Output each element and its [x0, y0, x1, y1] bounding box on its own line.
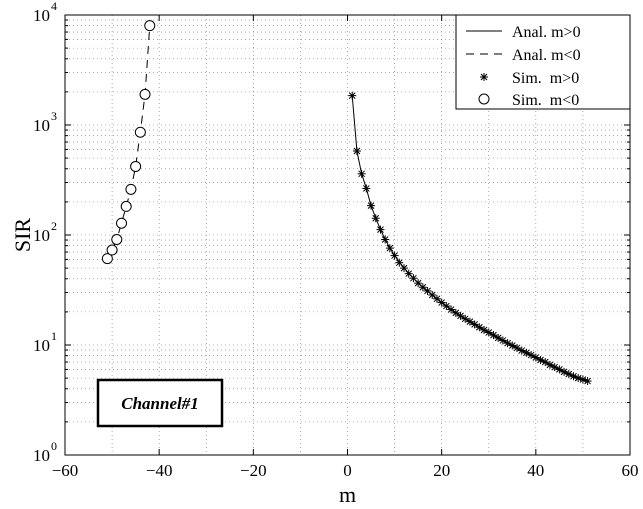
y-tick-exponent: 4 — [51, 0, 57, 13]
star-point — [451, 308, 460, 317]
x-tick-label: −40 — [146, 461, 173, 480]
circle-point — [120, 200, 132, 212]
star-point — [390, 251, 399, 260]
circle-point — [106, 244, 118, 256]
annotation-label: Channel#1 — [121, 394, 198, 413]
series-layer — [101, 20, 592, 386]
star-point — [461, 314, 470, 323]
circle-point — [125, 183, 137, 195]
y-tick-label: 10 1 — [33, 329, 57, 355]
star-point — [475, 323, 484, 332]
star-point — [352, 147, 361, 156]
legend-label: Sim. m>0 — [512, 70, 579, 87]
circle-point — [130, 160, 142, 172]
star-point — [437, 298, 446, 307]
circle-point — [134, 126, 146, 138]
star-point — [442, 302, 451, 311]
star-point — [348, 91, 357, 100]
x-tick-label: 40 — [527, 461, 544, 480]
y-axis-title: SIR — [10, 218, 35, 253]
y-tick-label: 10 2 — [33, 219, 57, 245]
channel-annotation: Channel#1 — [96, 378, 224, 428]
legend-star-marker-symbol — [480, 73, 488, 81]
star-point — [381, 235, 390, 244]
y-tick-base: 10 — [33, 446, 50, 465]
star-point — [367, 201, 376, 210]
y-axis-tick-labels: 10 0 10 1 10 2 10 3 10 4 — [33, 0, 57, 465]
star-point — [447, 305, 456, 314]
grid — [65, 15, 630, 455]
series-4 — [101, 20, 156, 265]
star-point — [480, 325, 489, 334]
star-point — [456, 311, 465, 320]
series-line — [106, 25, 151, 259]
legend-label: Anal. m<0 — [512, 47, 581, 64]
star-point — [395, 258, 404, 267]
star-point — [489, 331, 498, 340]
series-2 — [106, 25, 151, 259]
legend-label: Sim. m<0 — [512, 92, 579, 109]
star-point — [400, 264, 408, 273]
star-point — [531, 353, 540, 362]
star-point — [418, 283, 427, 292]
y-tick-base: 10 — [33, 116, 50, 135]
y-tick-exponent: 1 — [51, 329, 57, 343]
legend-entry: Sim. m<0 — [478, 92, 579, 109]
legend: Anal. m>0 Anal. m<0 Sim. m>0 Sim. m<0 — [455, 14, 631, 110]
star-point — [583, 377, 592, 386]
circle-point — [116, 217, 127, 229]
star-point — [432, 294, 441, 303]
x-tick-label: 60 — [622, 461, 639, 480]
y-tick-base: 10 — [33, 6, 50, 25]
y-tick-base: 10 — [33, 226, 50, 245]
y-tick-label: 10 3 — [33, 109, 57, 135]
legend-entry: Anal. m<0 — [466, 47, 581, 64]
x-tick-label: 20 — [433, 461, 450, 480]
annotation-box — [96, 378, 224, 428]
legend-label: Anal. m>0 — [512, 24, 581, 41]
legend-entry: Sim. m>0 — [480, 70, 579, 87]
x-axis-title: m — [339, 482, 356, 507]
y-tick-base: 10 — [33, 336, 50, 355]
series-3 — [348, 91, 592, 386]
x-tick-label: 0 — [343, 461, 352, 480]
star-point — [376, 225, 385, 234]
circle-point — [111, 234, 123, 246]
legend-circle-marker-symbol — [478, 93, 490, 105]
y-tick-label: 10 0 — [33, 439, 57, 465]
x-axis-tick-labels: −60 −40 −20 0 20 40 60 — [52, 461, 639, 480]
y-tick-exponent: 3 — [51, 109, 57, 123]
star-point — [541, 358, 550, 367]
star-point — [470, 320, 479, 329]
circle-point — [139, 88, 151, 100]
circle-point — [101, 253, 113, 265]
star-point — [357, 169, 366, 178]
x-tick-label: −60 — [52, 461, 79, 480]
star-point — [362, 184, 371, 193]
star-point — [371, 214, 380, 223]
legend-entry: Anal. m>0 — [466, 24, 581, 41]
y-tick-exponent: 0 — [51, 439, 57, 453]
circle-point — [144, 20, 156, 32]
star-point — [385, 244, 394, 253]
y-tick-label: 10 4 — [33, 0, 57, 25]
y-tick-exponent: 2 — [51, 219, 57, 233]
x-tick-label: −20 — [240, 461, 267, 480]
star-point — [428, 290, 437, 299]
